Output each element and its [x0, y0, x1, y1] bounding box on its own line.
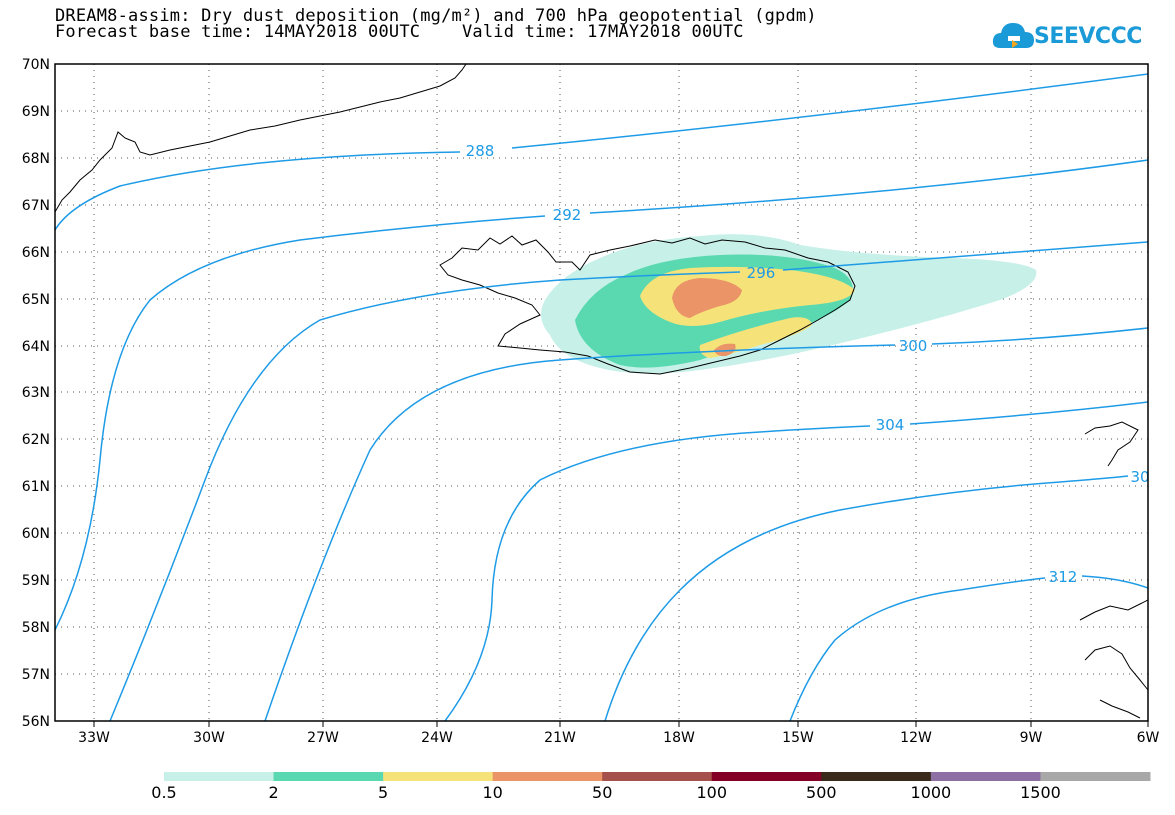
logo-text: SEEVCCC [1034, 24, 1142, 49]
lat-label: 59N [22, 573, 50, 589]
colorbar-label: 50 [592, 783, 613, 802]
contour-label: 292 [553, 206, 582, 224]
lat-label: 68N [22, 151, 50, 167]
colorbar-label: 10 [482, 783, 503, 802]
colorbar-swatch [602, 772, 713, 781]
lat-label: 57N [22, 667, 50, 683]
colorbar-label: 0.5 [151, 783, 177, 802]
contour-label: 300 [899, 337, 928, 355]
colorbar-swatch [383, 772, 494, 781]
colorbar-swatch [1040, 772, 1151, 781]
lon-label: 18W [663, 730, 695, 746]
cloud-logo-icon [992, 23, 1034, 48]
colorbar-label: 1500 [1020, 783, 1061, 802]
lat-label: 62N [22, 432, 50, 448]
lon-label: 21W [544, 730, 576, 746]
colorbar-label: 1000 [910, 783, 952, 802]
lon-label: 6W [1137, 730, 1160, 746]
contour-label: 288 [466, 142, 495, 160]
seevccc-logo: SEEVCCC [992, 18, 1142, 58]
colorbar-swatch [273, 772, 384, 781]
lon-label: 33W [78, 730, 110, 746]
colorbar-swatch [711, 772, 822, 781]
lat-label: 58N [22, 620, 50, 636]
lon-label: 12W [900, 730, 932, 746]
lat-label: 65N [22, 292, 50, 308]
contour-label: 296 [747, 264, 776, 282]
lat-label: 66N [22, 245, 50, 261]
axis-ticks [93, 721, 1149, 727]
lat-label: 63N [22, 385, 50, 401]
lat-label: 70N [22, 57, 50, 73]
forecast-time-line: Forecast base time: 14MAY2018 00UTC Vali… [55, 22, 744, 42]
colorbar-label: 500 [806, 783, 837, 802]
lat-label: 56N [22, 714, 50, 730]
colorbar-swatch [930, 772, 1041, 781]
colorbar-label: 5 [378, 783, 389, 802]
dust-deposition-field [541, 234, 1037, 374]
map-title: DREAM8-assim: Dry dust deposition (mg/m²… [55, 6, 817, 26]
colorbar-swatch [492, 772, 603, 781]
lat-label: 64N [22, 339, 50, 355]
colorbar [164, 772, 1151, 781]
colorbar-swatch [821, 772, 932, 781]
lon-label: 27W [307, 730, 339, 746]
longitude-labels: 33W 30W 27W 24W 21W 18W 15W 12W 9W 6W [78, 730, 1159, 746]
colorbar-swatch [164, 772, 275, 781]
lat-label: 60N [22, 526, 50, 542]
lon-label: 15W [782, 730, 814, 746]
geopotential-contours [55, 73, 1148, 721]
latitude-labels: 70N 69N 68N 67N 66N 65N 64N 63N 62N 61N … [22, 57, 50, 730]
coastlines [55, 64, 1148, 719]
lon-label: 30W [193, 730, 225, 746]
colorbar-label: 2 [268, 783, 279, 802]
colorbar-label: 100 [696, 783, 728, 802]
contour-labels: 288 292 296 300 304 30 312 [466, 142, 1149, 586]
contour-label: 30 [1130, 468, 1149, 486]
lat-label: 67N [22, 198, 50, 214]
contour-label: 304 [876, 416, 905, 434]
grid-lines [55, 64, 1148, 721]
map-frame [54, 63, 1149, 722]
contour-label: 312 [1049, 568, 1078, 586]
lon-label: 24W [421, 730, 453, 746]
lon-label: 9W [1020, 730, 1043, 746]
lat-label: 69N [22, 104, 50, 120]
lat-label: 61N [22, 479, 50, 495]
